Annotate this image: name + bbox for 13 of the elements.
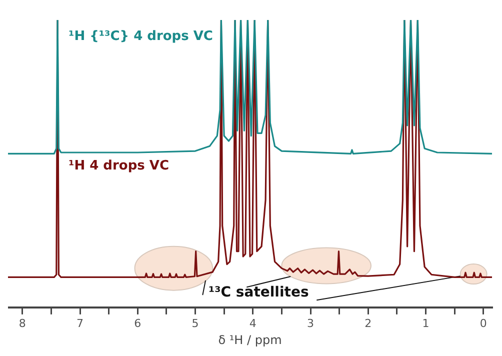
x-tick-label: 0 bbox=[480, 316, 487, 330]
series-label: ¹H 4 drops VC bbox=[68, 158, 169, 174]
x-tick-label: 1 bbox=[422, 316, 430, 330]
x-axis-title: δ ¹H / ppm bbox=[218, 332, 282, 347]
x-tick-label: 2 bbox=[364, 316, 372, 330]
x-tick-label: 6 bbox=[134, 316, 142, 330]
series-label: ¹H {¹³C} 4 drops VC bbox=[68, 29, 213, 44]
x-tick-label: 3 bbox=[307, 316, 314, 330]
x-tick-label: 7 bbox=[76, 316, 84, 330]
annotation: ¹³C satellites bbox=[208, 284, 309, 300]
x-tick-label: 8 bbox=[18, 316, 26, 330]
x-tick-label: 5 bbox=[192, 316, 199, 330]
x-tick-label: 4 bbox=[249, 316, 256, 330]
